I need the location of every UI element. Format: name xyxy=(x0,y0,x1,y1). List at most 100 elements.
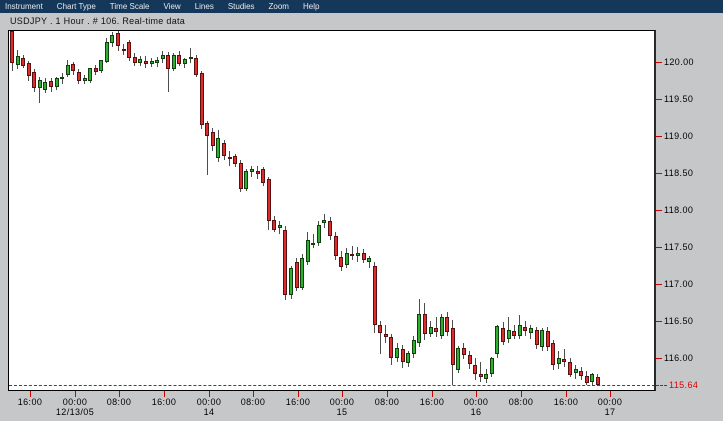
chart-plot[interactable] xyxy=(8,30,656,391)
candle xyxy=(484,374,489,379)
candle xyxy=(71,64,76,71)
price-tick-text: 119.00 xyxy=(664,131,694,141)
candle xyxy=(99,59,104,71)
menu-item-view[interactable]: View xyxy=(163,2,181,11)
time-tick-label: 16:00 xyxy=(151,397,177,407)
candle xyxy=(255,170,260,175)
current-price-line xyxy=(9,385,654,386)
candle xyxy=(238,162,243,189)
candle xyxy=(506,329,511,340)
time-tick-mark xyxy=(30,391,31,397)
candle xyxy=(389,337,394,358)
candle-wick xyxy=(39,76,41,103)
candle xyxy=(289,267,293,296)
menu-item-instrument[interactable]: Instrument xyxy=(5,2,43,11)
candle xyxy=(37,79,42,88)
menu-item-chart-type[interactable]: Chart Type xyxy=(56,2,96,11)
candle xyxy=(590,374,595,382)
candle xyxy=(523,326,528,332)
candle xyxy=(182,59,187,65)
price-tick-text: 117.50 xyxy=(664,242,694,252)
menu-item-studies[interactable]: Studies xyxy=(227,2,255,11)
candle-wick xyxy=(379,321,381,354)
candle-wick xyxy=(385,324,387,344)
price-tick-mark xyxy=(656,61,662,63)
candle xyxy=(82,77,87,82)
candle xyxy=(355,252,360,256)
candle xyxy=(149,60,154,65)
time-tick-mark xyxy=(566,391,567,397)
candle xyxy=(15,56,20,65)
candle-wick xyxy=(351,245,353,260)
candle xyxy=(205,123,210,136)
time-tick-label: 00:00 xyxy=(62,397,88,407)
price-tick-text: 115.64 xyxy=(669,380,699,390)
candle xyxy=(450,328,455,366)
price-tick-mark xyxy=(656,135,662,137)
candle xyxy=(88,67,93,82)
time-tick-label: 00:00 xyxy=(597,397,623,407)
candle xyxy=(166,54,171,70)
menu-item-help[interactable]: Help xyxy=(302,2,320,11)
candle xyxy=(160,54,165,60)
price-tick-text: 118.50 xyxy=(664,168,694,178)
time-tick-mark xyxy=(342,391,343,397)
candle xyxy=(43,81,48,91)
time-tick-mark xyxy=(75,391,76,397)
price-axis-label: 117.50 xyxy=(656,242,693,252)
candle xyxy=(350,254,355,257)
menu-item-lines[interactable]: Lines xyxy=(194,2,214,11)
menu-item-time-scale[interactable]: Time Scale xyxy=(109,2,150,11)
candle xyxy=(445,317,450,333)
time-tick-label: 00:00 xyxy=(196,397,222,407)
candle-wick xyxy=(190,47,192,63)
price-tick-mark xyxy=(656,384,667,386)
candle xyxy=(21,57,26,66)
candle xyxy=(333,235,338,256)
time-tick-mark xyxy=(164,391,165,397)
price-axis-label: 118.00 xyxy=(656,205,693,215)
menu-item-zoom[interactable]: Zoom xyxy=(268,2,289,11)
time-tick-mark xyxy=(432,391,433,397)
time-tick-label: 16:00 xyxy=(419,397,445,407)
time-tick-label: 08:00 xyxy=(508,397,534,407)
time-tick-mark xyxy=(476,391,477,397)
candle xyxy=(171,54,176,69)
time-tick-label: 16:00 xyxy=(17,397,43,407)
candle xyxy=(378,324,383,333)
candle xyxy=(489,358,494,375)
candle xyxy=(177,54,182,65)
price-axis-label: 116.00 xyxy=(656,353,693,363)
time-tick-label: 08:00 xyxy=(374,397,400,407)
time-tick-label: 00:00 xyxy=(329,397,355,407)
price-tick-mark xyxy=(656,209,662,211)
time-tick-label: 08:00 xyxy=(106,397,132,407)
time-tick-label: 16:00 xyxy=(285,397,311,407)
candle xyxy=(434,328,439,333)
price-tick-text: 118.00 xyxy=(664,205,694,215)
candle xyxy=(495,326,500,355)
candle xyxy=(244,170,249,189)
candle xyxy=(545,331,550,347)
candle xyxy=(194,58,199,75)
candle xyxy=(93,67,98,73)
candle xyxy=(121,48,126,51)
candle xyxy=(110,35,115,44)
price-tick-text: 116.00 xyxy=(664,353,694,363)
candle-wick xyxy=(563,349,565,367)
current-price-label: 115.64 xyxy=(656,380,698,390)
time-tick-mark xyxy=(521,391,522,397)
candle xyxy=(116,33,121,47)
candle xyxy=(32,71,37,88)
time-tick-mark xyxy=(119,391,120,397)
time-tick-mark xyxy=(387,391,388,397)
price-tick-mark xyxy=(656,172,662,174)
candle xyxy=(372,265,377,325)
candle xyxy=(54,78,59,88)
candle xyxy=(406,352,411,364)
candle xyxy=(584,375,589,384)
candle xyxy=(328,221,333,236)
candle xyxy=(138,59,143,64)
time-tick-label: 00:00 xyxy=(463,397,489,407)
